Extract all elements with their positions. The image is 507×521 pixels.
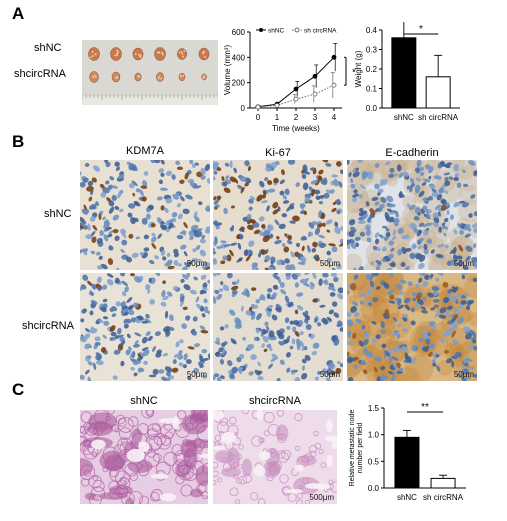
tumor-shnc-2	[110, 47, 122, 61]
data-point	[331, 82, 337, 88]
ihc-image-shnc-kdm7a: 50μm	[80, 160, 210, 270]
scale-bar-label: 50μm	[453, 370, 474, 379]
bar-ytick-label: 1.5	[368, 404, 380, 413]
tumor-shnc-3	[132, 47, 144, 61]
tumor-shcircrna-5	[178, 72, 186, 82]
bar-xtick-label: sh circRNA	[423, 493, 464, 502]
bar-significance: *	[419, 24, 423, 35]
he-texture	[213, 410, 337, 504]
line-chart-ytick-label: 0	[241, 104, 246, 113]
ihc-column-ecadherin: E-cadherin	[385, 147, 439, 159]
he-scale-bar-label: 500μm	[309, 493, 334, 502]
line-chart-ytick-label: 600	[232, 28, 246, 37]
line-chart-xtick-label: 0	[256, 113, 261, 122]
data-point	[312, 73, 318, 79]
data-point	[331, 54, 337, 60]
micrograph-texture	[347, 160, 477, 270]
tumor-shnc-4	[154, 47, 166, 61]
micrograph-texture	[213, 273, 343, 381]
micrograph-texture	[80, 160, 210, 270]
legend-label-shcircrna: sh circRNA	[304, 28, 337, 35]
he-image-shcircrna: 500μm	[213, 410, 337, 504]
bar-xtick-label: shNC	[397, 493, 417, 502]
bar-ytick-label: 0.4	[366, 26, 378, 35]
data-point	[293, 96, 299, 102]
line-chart-ytick-label: 400	[232, 53, 246, 62]
tumor-volume-line-chart: 0 200 400 600 0 1 2 3 4 Time (weeks) Volume (mm³) s…	[223, 27, 356, 133]
line-chart-ylabel: Volume (mm³)	[223, 45, 232, 96]
bar-shnc	[394, 436, 420, 489]
bar-shcircrna	[425, 76, 451, 109]
panel-a-letter: A	[12, 4, 25, 23]
tumor-shnc-6	[198, 47, 210, 61]
ihc-image-shcircrna-ki67: 50μm	[213, 273, 343, 381]
data-point	[274, 103, 280, 108]
bar-ytick-label: 1.0	[368, 431, 380, 440]
legend-label-shnc: shNC	[268, 28, 285, 35]
data-point	[255, 104, 261, 110]
panel-b-letter: B	[12, 132, 25, 151]
bar-shcircrna	[430, 477, 456, 489]
ihc-row-label-shcircrna: shcircRNA	[22, 320, 74, 332]
scale-bar-label: 50μm	[319, 370, 340, 379]
micrograph-texture	[213, 160, 343, 270]
metastatic-ylabel-line2: number per field	[357, 423, 364, 474]
he-column-shnc: shNC	[130, 395, 158, 407]
bar-ytick-label: 0.5	[368, 457, 380, 466]
line-chart-xtick-label: 1	[275, 113, 280, 122]
tumor-photo	[81, 40, 219, 105]
photo-row-label-shcircrna: shcircRNA	[14, 68, 66, 80]
ihc-image-shcircrna-kdm7a: 50μm	[80, 273, 210, 381]
bar-shnc	[391, 37, 417, 109]
bar-significance: **	[421, 402, 429, 413]
line-chart-legend: shNC sh circRNA	[256, 27, 337, 35]
bar-ytick-label: 0.1	[366, 85, 378, 94]
bar-ytick-label: 0.2	[366, 65, 378, 74]
panel-c-letter: C	[12, 380, 25, 399]
line-chart-significance: *	[352, 67, 356, 78]
tumors-shnc	[88, 47, 210, 61]
scale-bar-label: 50μm	[453, 259, 474, 268]
scale-bar-label: 50μm	[186, 370, 207, 379]
tumor-photo-drawing	[81, 40, 219, 105]
photo-row-label-shnc: shNC	[34, 42, 62, 54]
line-chart-ytick-label: 200	[232, 79, 246, 88]
bar-ytick-label: 0.0	[368, 484, 380, 493]
micrograph-texture	[80, 273, 210, 381]
bar-ytick-label: 0.3	[366, 46, 378, 55]
ihc-row-label-shnc: shNC	[44, 208, 72, 220]
data-point	[293, 86, 299, 92]
he-image-shnc	[80, 410, 208, 504]
he-column-shcircrna: shcircRNA	[249, 395, 301, 407]
line-chart-xtick-label: 4	[332, 113, 337, 122]
ihc-column-kdm7a: KDM7A	[126, 145, 164, 157]
line-chart-xtick-label: 2	[294, 113, 299, 122]
bar-ytick-label: 0.0	[366, 104, 378, 113]
scale-bar-label: 50μm	[319, 259, 340, 268]
ihc-column-ki67: Ki-67	[265, 147, 291, 159]
metastatic-node-bar-chart: 0.0 0.5 1.0 1.5 shNC sh circRNA ** Relative met…	[349, 402, 466, 502]
ihc-image-shcircrna-ecadherin: 50μm	[347, 273, 477, 381]
weight-ylabel: Weight (g)	[354, 50, 363, 87]
line-chart-xtick-label: 3	[313, 113, 318, 122]
line-chart-xlabel: Time (weeks)	[272, 124, 320, 133]
he-texture	[80, 410, 208, 504]
line-series-shcircrna	[254, 72, 337, 110]
bar-xtick-label: shNC	[394, 113, 414, 122]
metastatic-ylabel-line1: Relative metastatic node	[349, 410, 356, 487]
data-point	[312, 91, 318, 97]
tumors-shcircrna	[89, 71, 207, 83]
tumor-shnc-1	[88, 47, 100, 61]
ihc-image-shnc-ecadherin: 50μm	[347, 160, 477, 270]
scale-bar-label: 50μm	[186, 259, 207, 268]
bar-xtick-label: sh circRNA	[418, 113, 459, 122]
ihc-image-shnc-ki67: 50μm	[213, 160, 343, 270]
micrograph-texture	[347, 273, 477, 381]
